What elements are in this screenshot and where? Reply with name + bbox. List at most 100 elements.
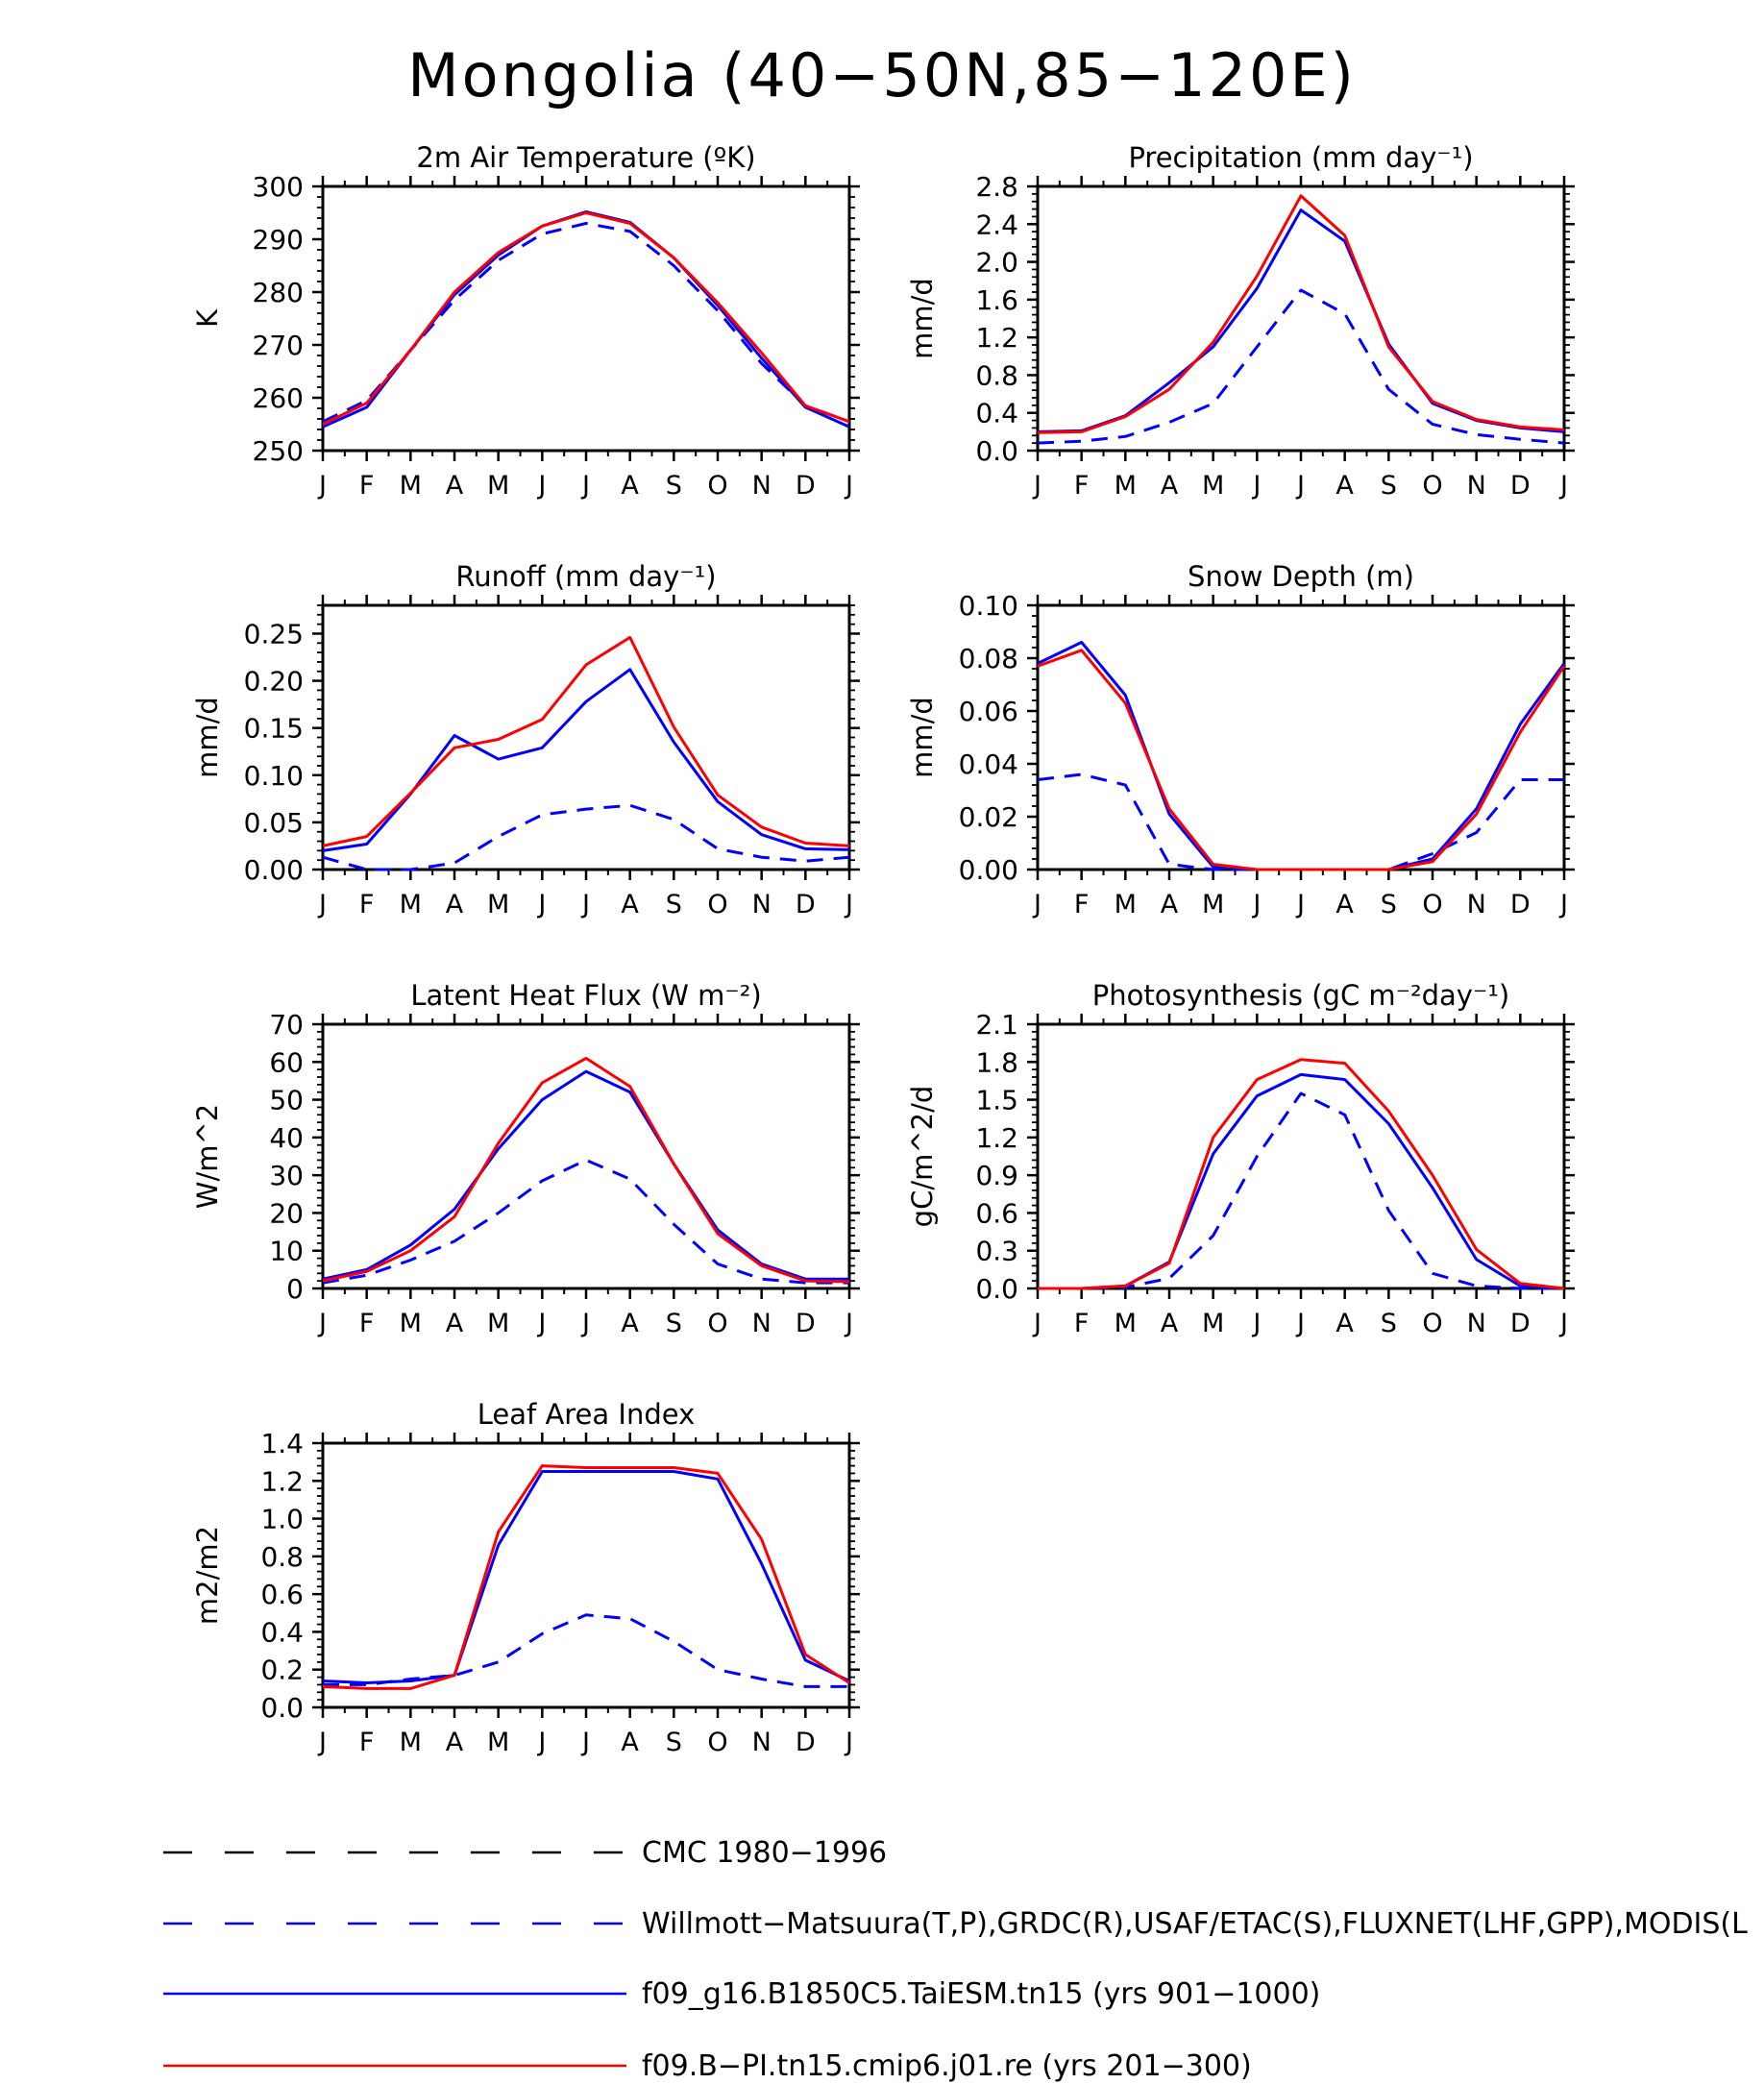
y-tick-label: 0.10	[244, 760, 304, 792]
y-tick-label: 1.2	[975, 1122, 1018, 1154]
x-tick-label: S	[1381, 471, 1397, 501]
x-tick-label: J	[1295, 471, 1305, 501]
series-line-1	[1037, 288, 1565, 445]
y-tick-label: 0.8	[975, 359, 1018, 391]
y-tick-label: 70	[269, 1009, 304, 1041]
y-tick-label: 0.6	[260, 1579, 304, 1610]
x-tick-label: J	[580, 471, 590, 501]
x-tick-label: M	[1202, 471, 1224, 501]
x-tick-label: M	[487, 471, 509, 501]
y-tick-label: 290	[253, 224, 304, 256]
series-line-3	[1037, 194, 1565, 434]
series-line-3	[322, 635, 850, 847]
x-tick-label: J	[1558, 890, 1568, 919]
x-tick-label: J	[1032, 1309, 1041, 1338]
y-axis-label: W/m^2	[191, 1104, 224, 1209]
x-tick-label: F	[1074, 890, 1090, 919]
y-tick-label: 1.5	[975, 1085, 1018, 1116]
y-tick-label: 0.20	[244, 666, 304, 698]
x-tick-label: A	[621, 1309, 639, 1338]
x-tick-label: O	[1422, 890, 1442, 919]
y-tick-label: 0	[286, 1273, 304, 1305]
y-tick-label: 0.0	[975, 435, 1018, 467]
x-tick-label: A	[1161, 890, 1179, 919]
panel-title: Leaf Area Index	[478, 1398, 695, 1431]
y-tick-label: 280	[253, 277, 304, 308]
x-tick-label: M	[400, 471, 422, 501]
chart-panel-6: J F M A M J J A S O N D J0.00.30.60.91.21.51.82.1Pho…	[906, 979, 1575, 1338]
x-tick-label: J	[317, 471, 327, 501]
y-tick-label: 60	[269, 1046, 304, 1078]
x-tick-label: J	[1295, 890, 1305, 919]
y-tick-label: 2.0	[975, 247, 1018, 279]
panel-title: Photosynthesis (gC m⁻²day⁻¹)	[1092, 979, 1509, 1012]
series-line-1	[322, 1158, 849, 1285]
y-tick-label: 0.9	[975, 1160, 1018, 1191]
x-tick-label: J	[844, 890, 853, 919]
x-tick-label: J	[1032, 471, 1041, 501]
x-tick-label: J	[580, 1728, 590, 1757]
legend-label-1: CMC 1980−1996	[642, 1836, 887, 1870]
x-tick-label: S	[666, 1309, 682, 1338]
y-tick-label: 20	[269, 1197, 304, 1229]
y-tick-label: 0.00	[959, 854, 1018, 886]
y-tick-label: 10	[269, 1236, 304, 1267]
x-tick-label: M	[487, 1728, 509, 1757]
y-tick-label: 0.4	[260, 1616, 304, 1648]
y-tick-label: 1.2	[975, 322, 1018, 354]
y-tick-label: 30	[269, 1160, 304, 1191]
y-tick-label: 0.6	[975, 1197, 1018, 1229]
x-tick-label: N	[1467, 1309, 1486, 1338]
chart-panel-2: J F M A M J J A S O N D J0.00.40.81.21.62.02.42.8Pre…	[906, 141, 1575, 501]
y-tick-label: 1.6	[975, 284, 1018, 316]
y-tick-label: 1.0	[260, 1504, 304, 1535]
x-tick-label: S	[1381, 890, 1397, 919]
y-tick-label: 260	[253, 382, 304, 414]
x-tick-label: J	[536, 471, 546, 501]
y-tick-label: 0.15	[244, 713, 304, 745]
x-tick-label: N	[752, 890, 772, 919]
legend-label-4: f09.B−PI.tn15.cmip6.j01.re (yrs 201−300)	[642, 2049, 1252, 2083]
y-axis-label: K	[191, 308, 224, 328]
x-tick-label: A	[446, 1309, 464, 1338]
series-line-3	[322, 211, 850, 426]
x-tick-label: J	[317, 890, 327, 919]
x-tick-label: S	[666, 471, 682, 501]
y-tick-label: 0.10	[959, 590, 1018, 622]
y-axis-label: mm/d	[906, 697, 939, 778]
x-tick-label: J	[580, 890, 590, 919]
y-tick-label: 300	[253, 171, 304, 203]
x-tick-label: F	[359, 471, 375, 501]
series-line-2	[322, 1470, 850, 1684]
x-tick-label: J	[844, 1728, 853, 1757]
y-tick-label: 0.25	[244, 618, 304, 650]
y-tick-label: 0.08	[959, 643, 1018, 674]
x-tick-label: A	[621, 890, 639, 919]
legend: CMC 1980−1996 Willmott−Matsuura(T,P),GRDC…	[163, 1836, 1748, 2083]
x-tick-label: M	[1115, 471, 1137, 501]
x-tick-label: S	[666, 1728, 682, 1757]
y-tick-label: 2.4	[975, 208, 1018, 240]
y-axis-label: m2/m2	[191, 1526, 224, 1625]
x-tick-label: J	[844, 471, 853, 501]
y-tick-label: 0.02	[959, 801, 1018, 833]
panel-title: Runoff (mm day⁻¹)	[455, 560, 716, 593]
series-line-1	[323, 1613, 849, 1688]
series-line-3	[322, 1464, 850, 1690]
x-tick-label: J	[1032, 890, 1041, 919]
x-tick-label: N	[1467, 471, 1486, 501]
x-tick-label: A	[621, 471, 639, 501]
y-axis-label: mm/d	[191, 697, 224, 778]
y-axis-label: gC/m^2/d	[906, 1086, 939, 1228]
x-tick-label: O	[1422, 471, 1442, 501]
series-line-2	[322, 1069, 849, 1281]
x-tick-label: M	[400, 1728, 422, 1757]
x-tick-label: J	[1251, 471, 1261, 501]
series-line-4	[1037, 649, 1566, 871]
x-tick-label: A	[446, 1728, 464, 1757]
y-tick-label: 0.05	[244, 807, 304, 839]
x-tick-label: M	[1115, 1309, 1137, 1338]
y-tick-label: 0.0	[975, 1273, 1018, 1305]
y-tick-label: 250	[253, 435, 304, 467]
